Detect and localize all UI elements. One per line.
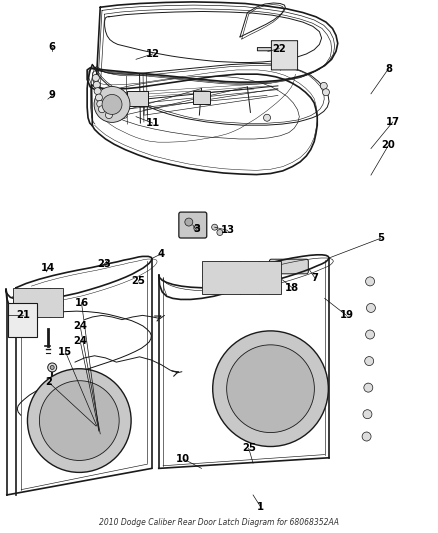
Circle shape — [99, 106, 106, 112]
Circle shape — [50, 366, 54, 369]
Circle shape — [365, 357, 374, 366]
Circle shape — [367, 303, 375, 312]
Circle shape — [97, 100, 104, 108]
Circle shape — [217, 230, 223, 236]
Text: 12: 12 — [146, 49, 159, 59]
Text: 20: 20 — [381, 140, 395, 150]
Circle shape — [366, 277, 374, 286]
Bar — [193, 91, 210, 104]
Text: 2: 2 — [45, 377, 52, 387]
Circle shape — [93, 82, 100, 88]
Text: 25: 25 — [242, 443, 256, 453]
Circle shape — [48, 363, 57, 372]
Text: 7: 7 — [311, 273, 318, 283]
Circle shape — [212, 224, 218, 230]
Text: 3: 3 — [193, 224, 200, 235]
Circle shape — [363, 410, 372, 419]
Text: 24: 24 — [73, 336, 87, 346]
FancyBboxPatch shape — [272, 41, 297, 70]
Bar — [13, 288, 63, 317]
FancyBboxPatch shape — [179, 212, 207, 238]
Text: 14: 14 — [41, 263, 55, 272]
Text: 18: 18 — [285, 282, 300, 293]
Circle shape — [28, 369, 131, 472]
Text: 8: 8 — [385, 64, 392, 74]
Text: 22: 22 — [272, 44, 286, 54]
Text: 10: 10 — [176, 454, 190, 464]
Circle shape — [226, 345, 314, 433]
Text: 2010 Dodge Caliber Rear Door Latch Diagram for 68068352AA: 2010 Dodge Caliber Rear Door Latch Diagr… — [99, 518, 339, 527]
Circle shape — [102, 94, 122, 115]
Bar — [127, 91, 148, 106]
Circle shape — [94, 86, 130, 123]
Circle shape — [362, 432, 371, 441]
Circle shape — [106, 111, 113, 118]
Circle shape — [264, 114, 271, 121]
Circle shape — [194, 225, 200, 231]
Bar — [202, 261, 281, 294]
Circle shape — [92, 75, 99, 82]
Text: 13: 13 — [221, 225, 235, 236]
Bar — [8, 303, 37, 337]
FancyBboxPatch shape — [269, 259, 308, 274]
Text: 4: 4 — [158, 249, 165, 259]
FancyBboxPatch shape — [258, 47, 278, 51]
Circle shape — [322, 88, 329, 96]
Circle shape — [95, 94, 102, 101]
Text: 17: 17 — [386, 117, 400, 127]
Text: 6: 6 — [49, 42, 56, 52]
Circle shape — [366, 330, 374, 339]
Text: 11: 11 — [145, 118, 160, 128]
Text: 15: 15 — [58, 346, 72, 357]
Text: 25: 25 — [131, 277, 145, 286]
Text: 16: 16 — [74, 297, 88, 308]
Text: 21: 21 — [16, 310, 30, 320]
Text: 1: 1 — [257, 502, 264, 512]
Text: 24: 24 — [73, 321, 87, 331]
Circle shape — [364, 383, 373, 392]
Circle shape — [39, 381, 119, 461]
Text: 23: 23 — [98, 259, 112, 269]
Circle shape — [185, 218, 193, 226]
Text: 19: 19 — [339, 310, 353, 320]
Circle shape — [94, 88, 101, 95]
Circle shape — [320, 83, 327, 90]
Text: 5: 5 — [377, 233, 384, 244]
Circle shape — [213, 331, 328, 447]
Text: 9: 9 — [49, 91, 56, 100]
